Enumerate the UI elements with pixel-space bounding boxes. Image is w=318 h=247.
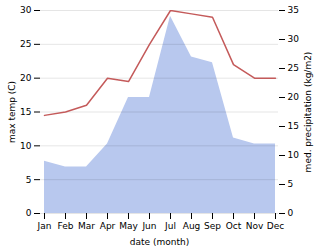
svg-text:Sep: Sep	[204, 221, 221, 231]
svg-text:May: May	[119, 221, 138, 231]
svg-text:0: 0	[288, 208, 294, 218]
svg-text:20: 20	[20, 73, 32, 83]
svg-text:Feb: Feb	[58, 221, 74, 231]
svg-text:Dec: Dec	[267, 221, 284, 231]
svg-text:20: 20	[288, 92, 300, 102]
svg-text:35: 35	[288, 5, 299, 15]
svg-text:max temp (C): max temp (C)	[7, 81, 17, 143]
svg-text:10: 10	[20, 141, 32, 151]
svg-text:30: 30	[288, 34, 300, 44]
svg-text:10: 10	[288, 150, 300, 160]
svg-text:Oct: Oct	[226, 221, 242, 231]
svg-text:30: 30	[20, 5, 32, 15]
svg-text:Jul: Jul	[164, 221, 176, 231]
svg-text:med. precipitation (kg/m2): med. precipitation (kg/m2)	[303, 52, 313, 173]
svg-text:0: 0	[26, 208, 32, 218]
svg-text:Jun: Jun	[141, 221, 156, 231]
svg-text:5: 5	[288, 179, 294, 189]
svg-text:Aug: Aug	[183, 221, 201, 231]
svg-text:Apr: Apr	[100, 221, 116, 231]
svg-text:Nov: Nov	[246, 221, 264, 231]
svg-text:5: 5	[26, 175, 32, 185]
svg-text:Mar: Mar	[78, 221, 95, 231]
svg-text:25: 25	[288, 63, 299, 73]
svg-text:Jan: Jan	[37, 221, 52, 231]
svg-text:date (month): date (month)	[130, 237, 189, 247]
svg-text:15: 15	[288, 121, 299, 131]
svg-text:15: 15	[20, 107, 31, 117]
svg-text:25: 25	[20, 39, 31, 49]
